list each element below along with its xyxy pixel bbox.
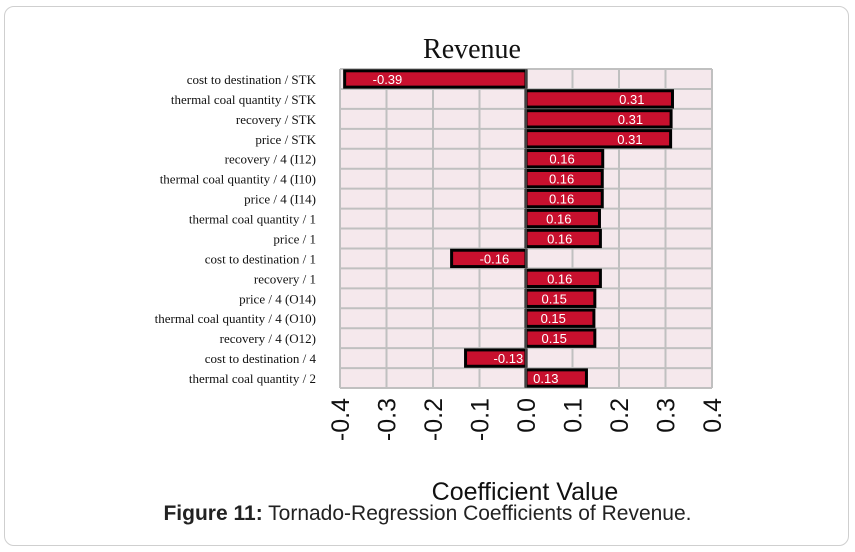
category-label: thermal coal quantity / 4 (I10) [160,172,316,187]
bar-value-label: 0.15 [541,311,566,326]
x-tick-label: -0.3 [374,398,402,441]
figure-caption-text: Tornado-Regression Coefficients of Reven… [262,502,692,525]
x-tick-label: 0.0 [513,398,541,433]
category-label: recovery / 4 (O12) [220,331,316,346]
category-label: thermal coal quantity / STK [171,92,317,107]
category-label: price / STK [255,132,316,147]
bar-value-label: -0.16 [480,251,510,266]
category-label: thermal coal quantity / 1 [189,212,316,227]
category-label: price / 1 [273,231,316,246]
bar-value-label: 0.16 [549,172,574,187]
bar-value-label: 0.16 [547,271,572,286]
x-tick-label: -0.1 [467,398,495,441]
x-tick-labels: -0.4 -0.3 -0.2 -0.1 0.0 0.1 0.2 0.3 0.4 [327,398,727,441]
x-tick-label: 0.3 [653,398,681,433]
bar-value-label: 0.16 [546,212,571,227]
x-tick-label: 0.1 [560,398,588,433]
tornado-chart: -0.39 0.31 0.31 0.31 0.16 0.16 0.16 0.16 0.16 -0.… [155,34,727,500]
bars [343,69,674,388]
bar-value-label: 0.31 [619,92,644,107]
category-label: recovery / 1 [254,271,316,286]
x-axis-title: Coefficient Value [432,478,619,500]
bar [524,129,673,149]
category-label: thermal coal quantity / 4 (O10) [155,311,316,326]
bar-value-label: 0.15 [542,331,567,346]
bar-labels: -0.39 0.31 0.31 0.31 0.16 0.16 0.16 0.16 0.16 -0.… [373,72,645,386]
figure-label: Figure 11: [163,502,263,525]
bar-value-label: 0.16 [549,152,574,167]
bar-value-label: -0.13 [494,351,524,366]
category-label: cost to destination / 1 [205,251,316,266]
bar-value-label: 0.13 [533,371,558,386]
figure-caption: Figure 11: Tornado-Regression Coefficien… [0,502,855,526]
bar-value-label: 0.31 [618,112,643,127]
bar-value-label: -0.39 [373,72,403,87]
category-label: recovery / 4 (I12) [225,152,316,167]
bar-value-label: 0.16 [549,192,574,207]
category-label: price / 4 (I14) [244,192,316,207]
bar [524,89,674,109]
category-label: thermal coal quantity / 2 [189,371,316,386]
bar-value-label: 0.16 [547,231,572,246]
x-tick-label: 0.4 [699,398,727,433]
category-labels: cost to destination / STK thermal coal qu… [155,72,317,386]
x-tick-label: -0.4 [327,398,355,441]
chart-title: Revenue [423,34,521,65]
category-label: cost to destination / 4 [205,351,317,366]
bar-value-label: 0.15 [542,291,567,306]
bar [524,109,673,129]
x-tick-label: 0.2 [606,398,634,433]
category-label: price / 4 (O14) [239,291,316,306]
category-label: recovery / STK [236,112,317,127]
bar-value-label: 0.31 [617,132,642,147]
category-label: cost to destination / STK [187,72,317,87]
x-tick-label: -0.2 [420,398,448,441]
